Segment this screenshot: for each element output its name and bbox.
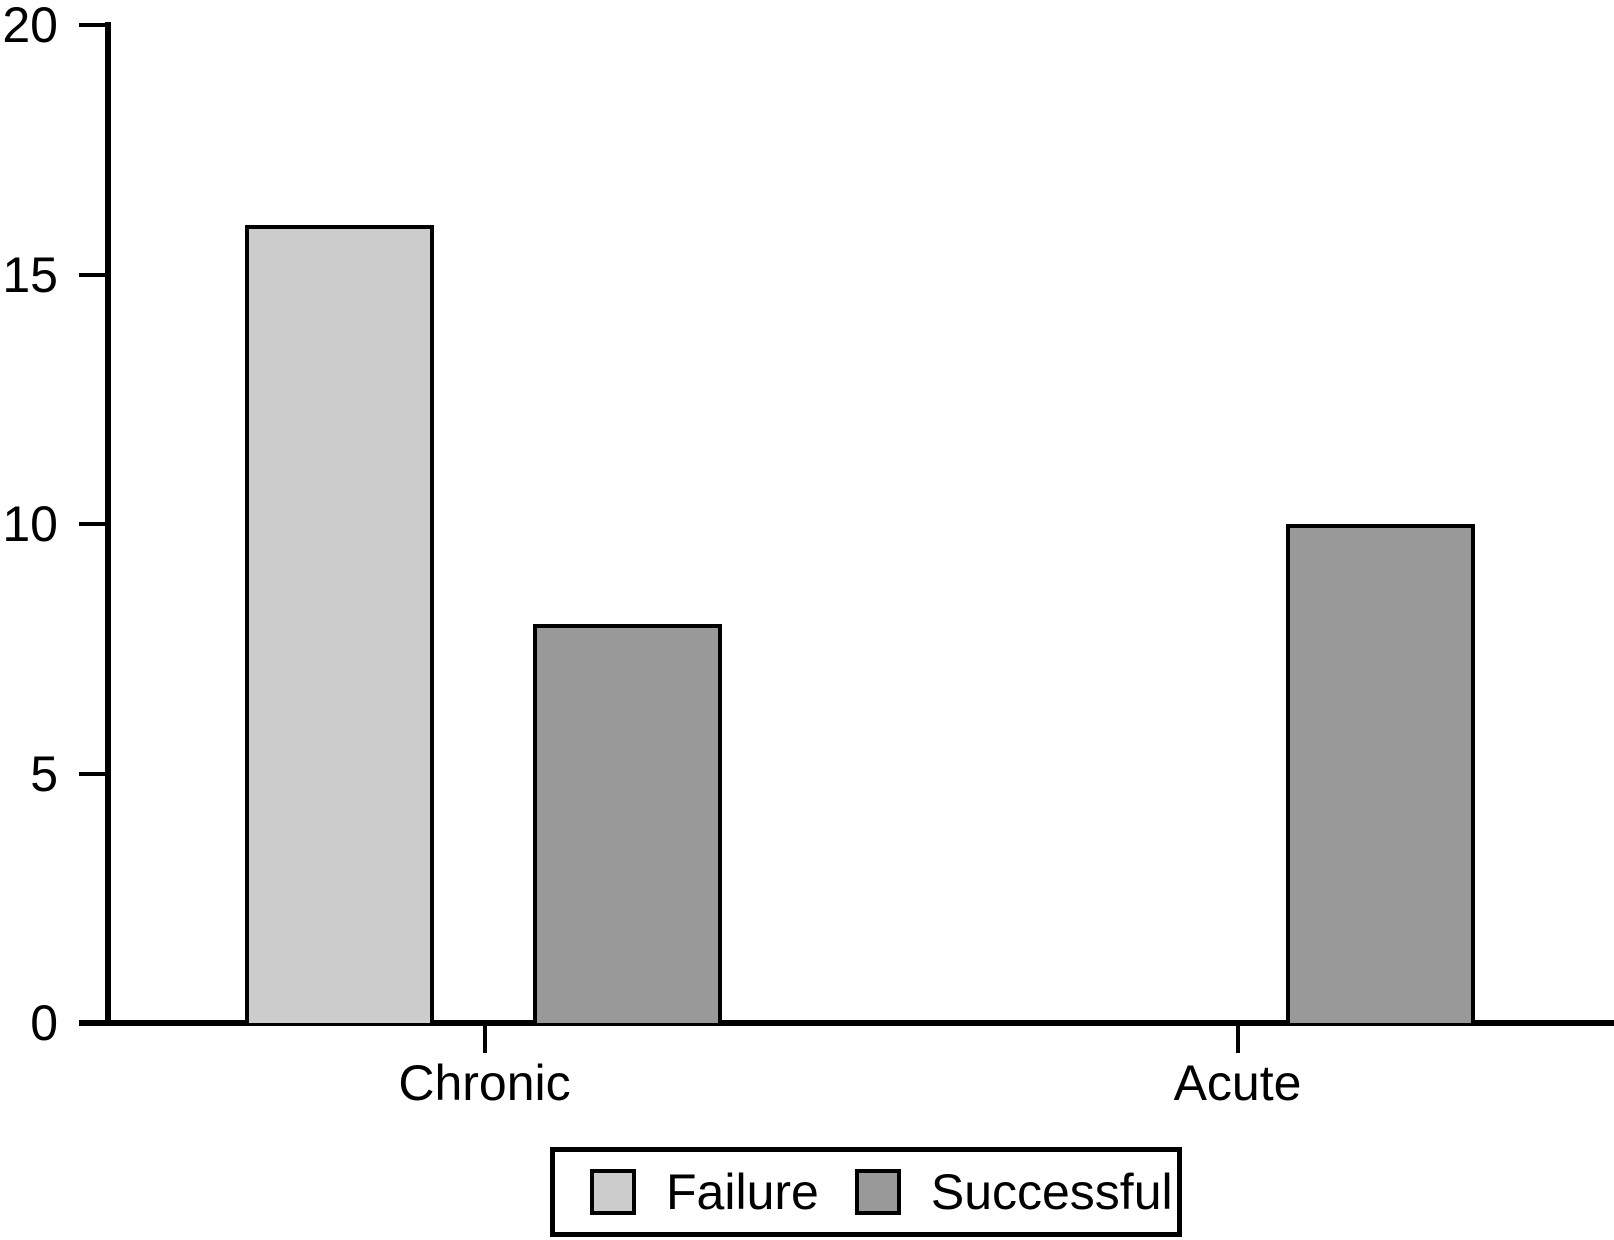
y-tick-label: 15: [2, 246, 58, 303]
legend-swatch-failure: [590, 1169, 636, 1215]
legend: Failure Successful: [550, 1147, 1182, 1237]
x-tick: [482, 1026, 487, 1053]
x-tick: [1235, 1026, 1240, 1053]
y-tick: [79, 23, 108, 27]
x-category-label: Acute: [1173, 1055, 1302, 1111]
y-tick: [79, 1021, 108, 1025]
y-tick-label: 20: [2, 0, 58, 53]
y-tick-label: 5: [30, 745, 58, 802]
bar-chronic-failure: [244, 225, 434, 1023]
x-category-label: Chronic: [398, 1055, 571, 1111]
bar-chronic-successful: [532, 624, 722, 1023]
y-tick: [79, 771, 108, 776]
legend-label-failure: Failure: [666, 1164, 819, 1220]
y-tick: [79, 272, 108, 277]
y-tick: [79, 522, 108, 526]
x-axis-line: [79, 1020, 1614, 1026]
bar-acute-successful: [1285, 524, 1475, 1023]
legend-swatch-successful: [854, 1169, 901, 1215]
y-axis-line: [105, 22, 111, 1026]
y-tick-label: 0: [30, 995, 58, 1051]
y-tick-label: 10: [2, 496, 58, 552]
legend-label-successful: Successful: [930, 1164, 1173, 1220]
